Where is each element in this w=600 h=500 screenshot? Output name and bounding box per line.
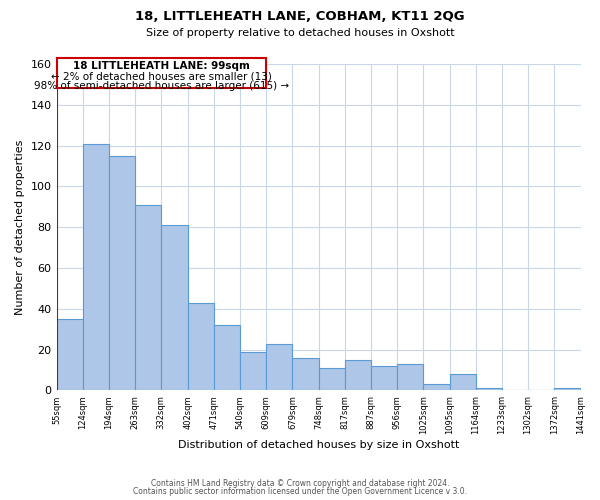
Bar	[371, 366, 397, 390]
Bar	[240, 352, 266, 391]
Bar	[554, 388, 580, 390]
Bar	[214, 325, 240, 390]
Bar	[292, 358, 319, 390]
Text: Size of property relative to detached houses in Oxshott: Size of property relative to detached ho…	[146, 28, 454, 38]
Bar	[344, 360, 371, 390]
Bar	[319, 368, 344, 390]
Bar	[188, 302, 214, 390]
Bar	[423, 384, 449, 390]
Bar	[161, 225, 188, 390]
X-axis label: Distribution of detached houses by size in Oxshott: Distribution of detached houses by size …	[178, 440, 459, 450]
Bar	[56, 319, 83, 390]
Bar	[109, 156, 135, 390]
FancyBboxPatch shape	[56, 58, 266, 88]
Bar	[83, 144, 109, 390]
Bar	[449, 374, 476, 390]
Bar	[476, 388, 502, 390]
Text: Contains public sector information licensed under the Open Government Licence v : Contains public sector information licen…	[133, 487, 467, 496]
Text: Contains HM Land Registry data © Crown copyright and database right 2024.: Contains HM Land Registry data © Crown c…	[151, 478, 449, 488]
Bar	[135, 205, 161, 390]
Text: 98% of semi-detached houses are larger (615) →: 98% of semi-detached houses are larger (…	[34, 82, 289, 92]
Text: 18, LITTLEHEATH LANE, COBHAM, KT11 2QG: 18, LITTLEHEATH LANE, COBHAM, KT11 2QG	[135, 10, 465, 23]
Bar	[397, 364, 423, 390]
Text: ← 2% of detached houses are smaller (13): ← 2% of detached houses are smaller (13)	[51, 71, 272, 81]
Text: 18 LITTLEHEATH LANE: 99sqm: 18 LITTLEHEATH LANE: 99sqm	[73, 61, 250, 71]
Y-axis label: Number of detached properties: Number of detached properties	[15, 140, 25, 315]
Bar	[266, 344, 292, 390]
